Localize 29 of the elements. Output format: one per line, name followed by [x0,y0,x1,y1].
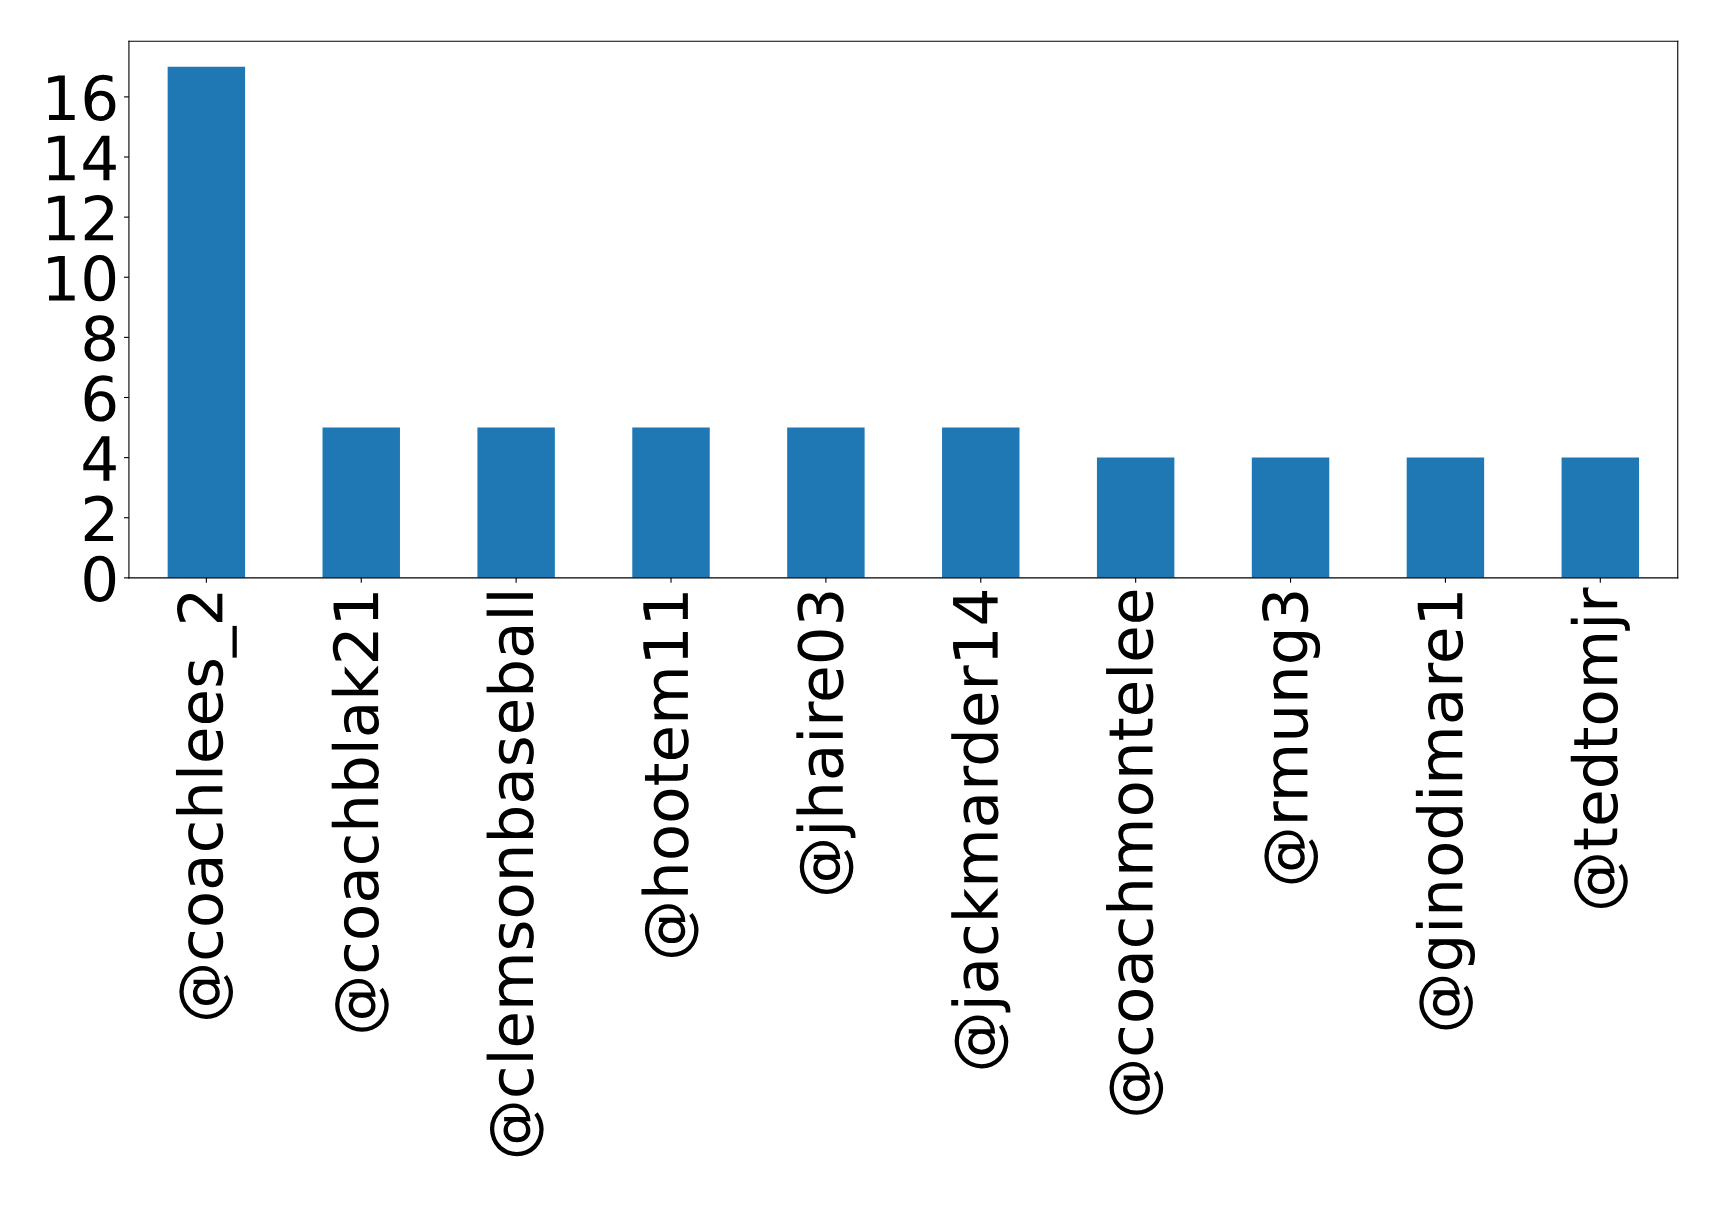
y-tick-label: 6 [84,375,116,422]
x-tick-label: @coachlees_2 [175,593,237,1019]
x-tick-label: @clemsonbaseball [486,593,544,1157]
bar [1406,457,1485,578]
bar [1561,457,1640,578]
bar [1251,457,1330,578]
x-tick-label: @jackmarder14 [951,591,1011,1069]
y-tick-label: 4 [83,436,116,481]
y-tick-label: 0 [84,555,116,602]
y-tick-label: 2 [84,495,114,541]
y-tick-label: 16 [48,74,116,121]
bar [632,427,710,578]
x-tick-label: @jhaire03 [796,592,856,894]
y-tick-label: 8 [84,315,116,362]
bar [787,427,865,578]
x-tick-label: @rmung3 [1262,592,1321,884]
bar [167,66,246,578]
bar [322,427,400,578]
bar [942,427,1020,578]
x-tick-label: @ginodimare1 [1415,593,1475,1030]
bar [1096,457,1175,578]
y-tick-label: 12 [48,194,114,241]
x-tick-label: @coachblak21 [331,593,389,1032]
x-tick-label: @coachmontelee [1106,590,1164,1115]
bar [477,427,555,578]
y-tick-label: 10 [48,255,116,302]
y-tick-label: 14 [48,135,116,181]
x-tick-label: @hootem11 [641,593,699,958]
x-tick-label: @tedtomjr [1570,587,1630,908]
